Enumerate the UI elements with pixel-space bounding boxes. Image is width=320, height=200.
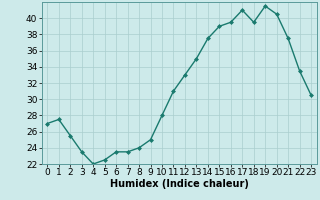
X-axis label: Humidex (Indice chaleur): Humidex (Indice chaleur) bbox=[110, 179, 249, 189]
